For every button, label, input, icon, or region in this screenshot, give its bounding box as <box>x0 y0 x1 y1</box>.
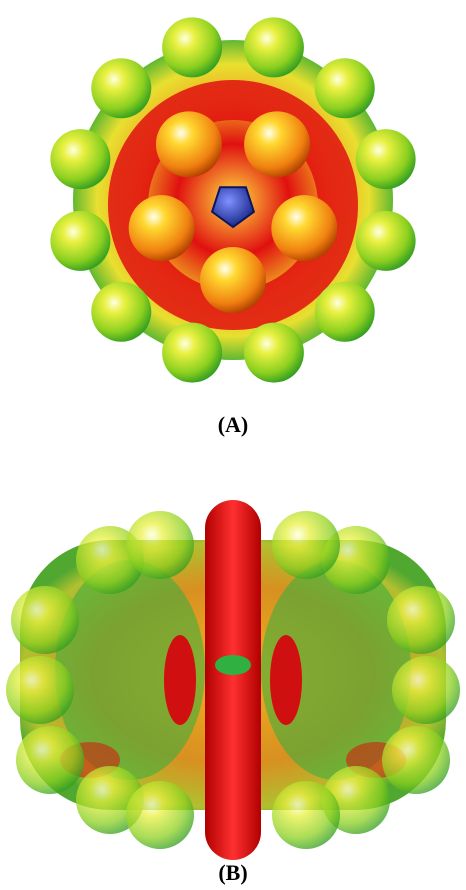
outer-sphere <box>356 211 416 271</box>
red-lobe <box>164 635 196 725</box>
edge-lobe <box>272 511 340 579</box>
edge-lobe <box>126 511 194 579</box>
edge-lobe <box>387 586 455 654</box>
edge-lobe <box>382 726 450 794</box>
panel-label: (A) <box>218 412 249 437</box>
figure: (A) (B) <box>0 0 466 890</box>
outer-sphere <box>91 282 151 342</box>
inner-sphere <box>244 111 310 177</box>
outer-sphere <box>315 282 375 342</box>
edge-lobe <box>16 726 84 794</box>
outer-sphere <box>244 323 304 383</box>
outer-sphere <box>315 58 375 118</box>
edge-lobe <box>11 586 79 654</box>
outer-sphere <box>50 129 110 189</box>
edge-lobe <box>272 781 340 849</box>
inner-sphere <box>129 195 195 261</box>
inner-sphere <box>200 247 266 313</box>
inner-sphere <box>271 195 337 261</box>
outer-sphere <box>91 58 151 118</box>
panel-b-surface <box>6 500 460 860</box>
green-region <box>215 655 251 675</box>
red-column <box>205 500 261 860</box>
edge-lobe <box>6 656 74 724</box>
red-lobe <box>270 635 302 725</box>
outer-sphere <box>50 211 110 271</box>
outer-sphere <box>244 17 304 77</box>
page: (A) (B) (() => { const data = JSON.parse… <box>0 0 466 890</box>
outer-sphere <box>162 323 222 383</box>
panel-a-surface <box>50 17 415 382</box>
outer-sphere <box>356 129 416 189</box>
outer-sphere <box>162 17 222 77</box>
edge-lobe <box>126 781 194 849</box>
edge-lobe <box>392 656 460 724</box>
inner-sphere <box>156 111 222 177</box>
panel-label: (B) <box>218 860 247 885</box>
